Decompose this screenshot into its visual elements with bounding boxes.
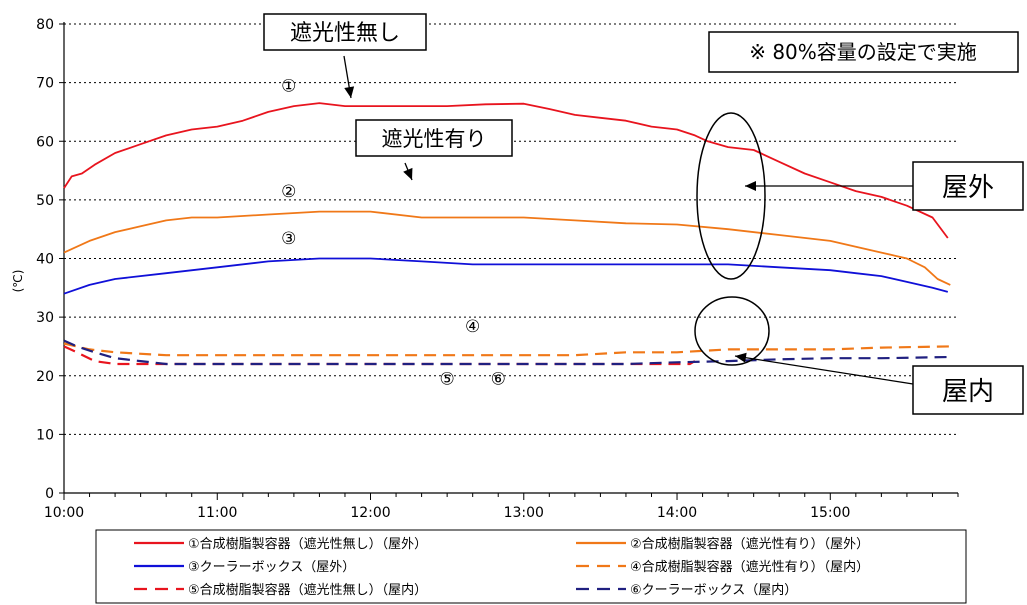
arrow-outdoor-head	[745, 181, 756, 191]
y-tick-label-40: 40	[36, 252, 54, 268]
callout-with-shade-label: 遮光性有り	[382, 127, 487, 151]
note-box	[708, 31, 1019, 73]
legend-label-2: ②合成樹脂製容器（遮光性有り）（屋外）	[630, 536, 869, 552]
series-marker-2: ②	[281, 182, 296, 202]
legend-label-4: ④合成樹脂製容器（遮光性有り）（屋内）	[630, 559, 869, 575]
x-tick-label-1400: 14:00	[657, 505, 697, 521]
series-line-2	[63, 210, 951, 286]
legend-label-1: ①合成樹脂製容器（遮光性無し）（屋外）	[188, 536, 427, 552]
series-marker-6: ⑥	[491, 370, 506, 390]
x-tick-label-1100: 11:00	[197, 505, 237, 521]
arrow-indoor-shaft	[734, 355, 914, 385]
indoor-highlight-ellipse	[694, 296, 770, 366]
y-tick-label-50: 50	[36, 193, 54, 209]
annotations: ① ② ③ ④ ⑤ ⑥	[281, 55, 914, 390]
indoor-label-box	[912, 365, 1024, 415]
series-marker-4: ④	[465, 317, 480, 337]
axes: 0 10 20 30 40 50 60 70 80 10:00 11:00 12:00 13:00 14:…	[36, 17, 959, 521]
indoor-label: 屋内	[942, 377, 994, 407]
series-marker-5: ⑤	[440, 370, 455, 390]
y-tick-label-10: 10	[36, 427, 54, 443]
series-lines	[63, 102, 951, 366]
legend-label-5: ⑤合成樹脂製容器（遮光性無し）（屋内）	[188, 582, 427, 598]
series-marker-3: ③	[281, 229, 296, 249]
gridlines	[64, 23, 958, 435]
y-axis-unit-label: (℃)	[11, 270, 25, 293]
arrow-with-shade-head	[403, 167, 413, 180]
y-tick-label-80: 80	[36, 17, 54, 33]
outdoor-label-box	[912, 161, 1024, 211]
callout-no-shade-label: 遮光性無し	[290, 21, 400, 46]
x-tick-label-1300: 13:00	[504, 505, 544, 521]
series-line-4	[63, 342, 951, 357]
legend-box	[95, 529, 967, 604]
x-tick-label-1000: 10:00	[44, 505, 84, 521]
y-tick-label-20: 20	[36, 369, 54, 385]
y-tick-label-0: 0	[45, 486, 54, 502]
series-line-6	[63, 339, 951, 366]
x-tick-label-1200: 12:00	[350, 505, 390, 521]
outdoor-highlight-ellipse	[696, 112, 766, 280]
legend-label-6: ⑥クーラーボックス（屋内）	[630, 582, 797, 598]
callout-box-with-shade	[355, 119, 513, 157]
y-tick-label-60: 60	[36, 134, 54, 150]
arrow-indoor-head	[735, 352, 747, 363]
arrow-no-shade-head	[344, 86, 355, 98]
series-line-1	[63, 102, 949, 239]
legend: ①合成樹脂製容器（遮光性無し）（屋外） ②合成樹脂製容器（遮光性有り）（屋外） ③ク…	[134, 536, 869, 598]
series-marker-1: ①	[281, 76, 296, 96]
note-text: ※ 80%容量の設定で実施	[749, 40, 977, 64]
series-line-3	[63, 257, 949, 295]
callout-box-no-shade	[263, 13, 427, 51]
y-tick-label-70: 70	[36, 76, 54, 92]
legend-label-3: ③クーラーボックス（屋外）	[188, 560, 355, 575]
y-tick-label-30: 30	[36, 310, 54, 326]
x-tick-label-1500: 15:00	[810, 505, 850, 521]
outdoor-label: 屋外	[942, 173, 994, 203]
